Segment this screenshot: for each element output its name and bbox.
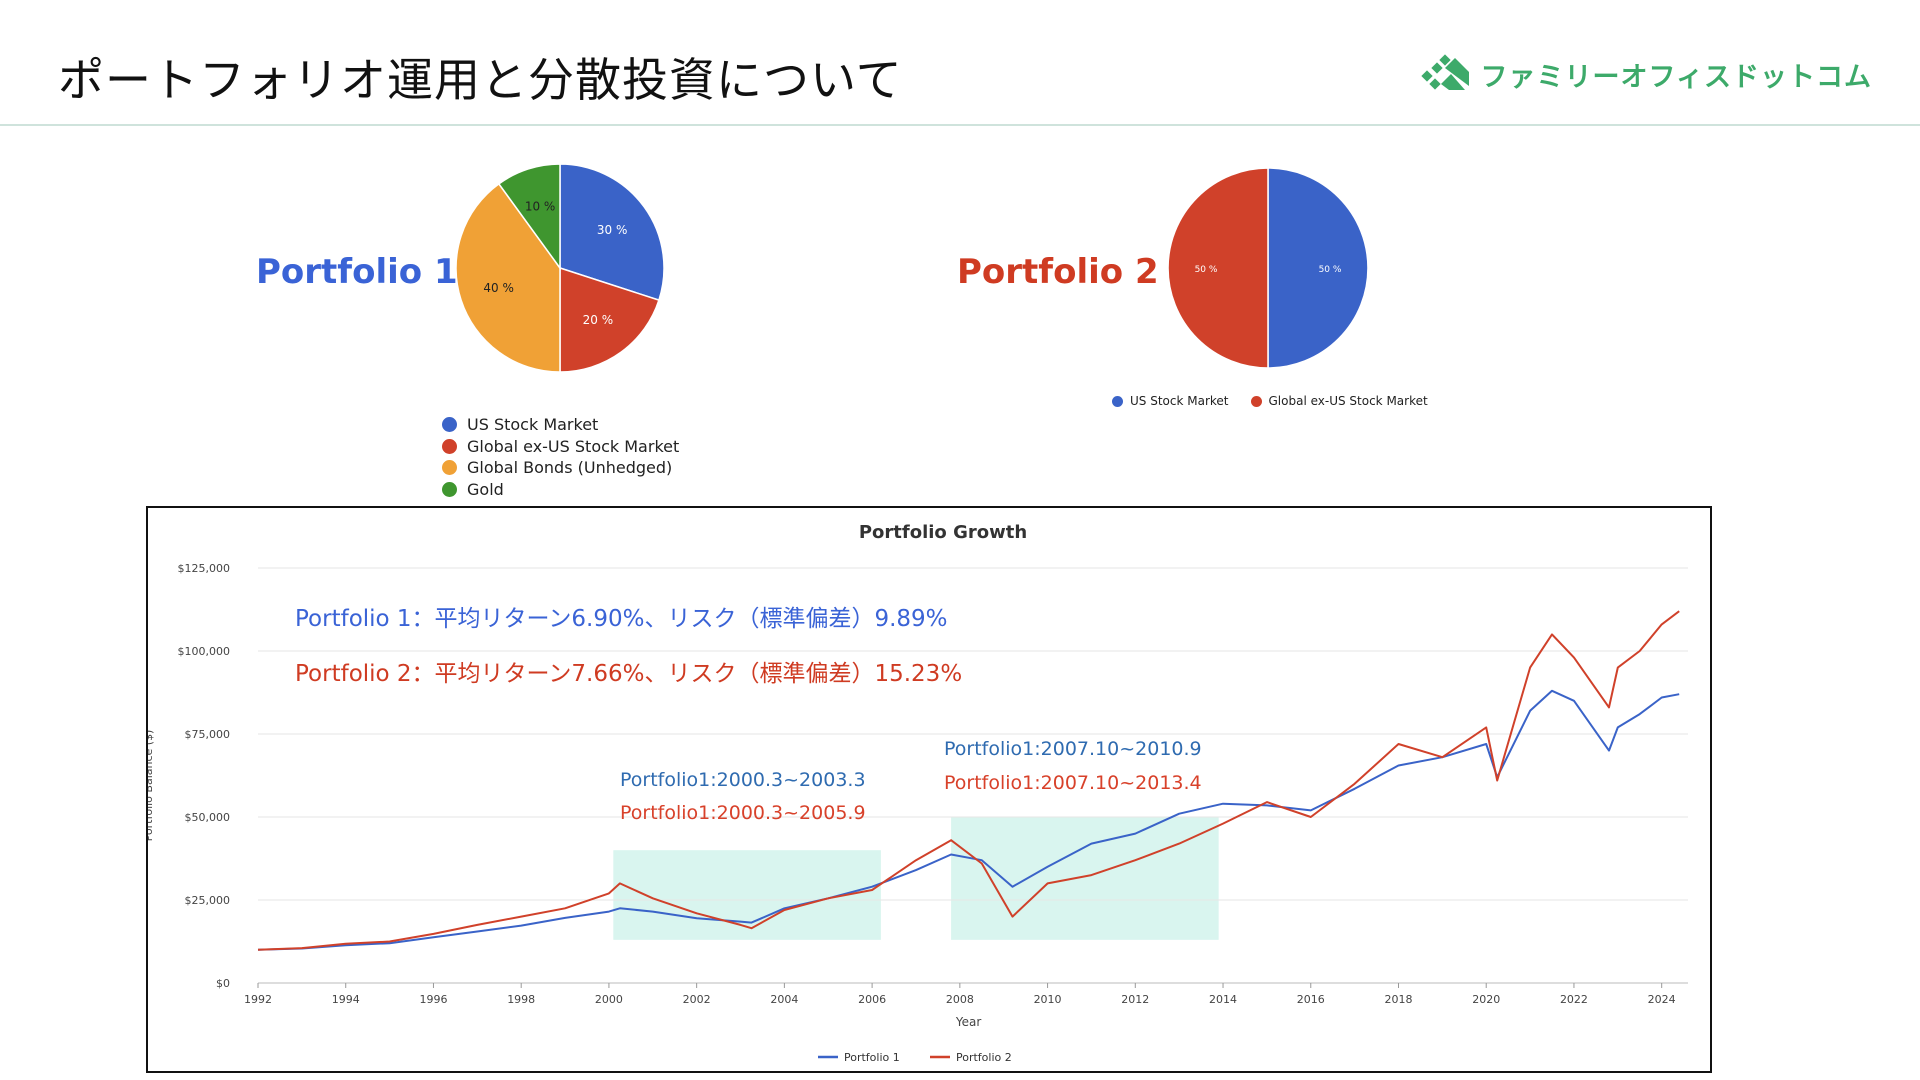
green-diamond-cluster-icon — [1420, 54, 1469, 90]
pie-slice-global-bonds-unhedged[interactable] — [455, 182, 561, 373]
portfolio-1-legend: US Stock Market Global ex-US Stock Marke… — [442, 414, 679, 500]
x-tick-label: 1996 — [419, 993, 447, 1006]
x-tick-label: 1998 — [507, 993, 535, 1006]
x-tick-label: 2022 — [1560, 993, 1588, 1006]
pie-slice-label: 10 % — [525, 200, 556, 214]
legend-item-us-stock[interactable]: US Stock Market — [442, 414, 679, 436]
legend-item-global-bonds[interactable]: Global Bonds (Unhedged) — [442, 457, 679, 479]
legend-marker — [442, 481, 457, 497]
x-tick-label: 2002 — [683, 993, 711, 1006]
pie-slice-us-stock-market[interactable] — [559, 163, 665, 302]
pie-slice-gold[interactable] — [497, 163, 561, 271]
y-tick-label: $75,000 — [185, 728, 231, 741]
legend-marker — [1112, 395, 1123, 407]
legend-marker — [442, 460, 457, 476]
x-tick-label: 2014 — [1209, 993, 1237, 1006]
page-title: ポートフォリオ運用と分散投資について — [58, 53, 903, 107]
x-tick-label: 2018 — [1384, 993, 1412, 1006]
highlight-period-1 — [613, 850, 881, 940]
period-2-p2-annotation: Portfolio1:2007.10~2013.4 — [944, 772, 1202, 794]
x-tick-label: 2008 — [946, 993, 974, 1006]
y-tick-label: $25,000 — [185, 894, 231, 907]
portfolio-1-summary-annotation: Portfolio 1：平均リターン6.90%、リスク（標準偏差）9.89% — [295, 606, 948, 632]
series-line-portfolio-2[interactable] — [257, 610, 1680, 951]
portfolio-1-label: Portfolio 1 — [256, 252, 458, 292]
legend-label: US Stock Market — [467, 415, 599, 434]
pie-slice-label: 30 % — [597, 223, 628, 237]
pie-slice-global-ex-us-stock-market[interactable] — [1167, 167, 1269, 369]
x-tick-label: 2004 — [770, 993, 798, 1006]
chart-title: Portfolio Growth — [859, 522, 1027, 543]
portfolio-2-summary-annotation: Portfolio 2：平均リターン7.66%、リスク（標準偏差）15.23% — [295, 661, 962, 687]
x-tick-label: 2006 — [858, 993, 886, 1006]
legend-label: US Stock Market — [1130, 394, 1229, 408]
pie-slice-global-ex-us-stock-market[interactable] — [559, 266, 660, 373]
portfolio-2-legend: US Stock Market Global ex-US Stock Marke… — [1112, 394, 1428, 408]
pie-slice-label: 50 % — [1319, 265, 1342, 275]
legend-label: Global ex-US Stock Market — [1268, 394, 1428, 408]
x-tick-label: 2016 — [1297, 993, 1325, 1006]
x-tick-label: 2020 — [1472, 993, 1500, 1006]
y-tick-label: $0 — [216, 977, 230, 990]
pie-slice-us-stock-market[interactable] — [1267, 167, 1369, 369]
portfolio-2-pie-chart: 50 % 50 % — [1167, 167, 1369, 369]
period-1-p2-annotation: Portfolio1:2000.3~2005.9 — [620, 802, 866, 824]
legend-label-portfolio-2[interactable]: Portfolio 2 — [956, 1051, 1012, 1064]
period-1-p1-annotation: Portfolio1:2000.3~2003.3 — [620, 769, 866, 791]
y-tick-label: $50,000 — [185, 811, 231, 824]
y-axis-label: Portfolio Balance ($) — [148, 730, 155, 842]
x-axis-label: Year — [955, 1015, 981, 1029]
legend-item-us-stock[interactable]: US Stock Market — [1112, 394, 1229, 408]
logo-text: ファミリーオフィスドットコム — [1480, 61, 1872, 93]
highlight-period-2 — [951, 817, 1219, 940]
x-tick-label: 2010 — [1034, 993, 1062, 1006]
legend-marker — [442, 438, 457, 454]
company-logo[interactable]: ファミリーオフィスドットコム — [1420, 54, 1872, 94]
legend-marker — [442, 417, 457, 433]
legend-item-gold[interactable]: Gold — [442, 479, 679, 501]
y-tick-label: $125,000 — [178, 562, 231, 575]
period-2-p1-annotation: Portfolio1:2007.10~2010.9 — [944, 738, 1202, 760]
pie-slice-label: 50 % — [1195, 265, 1218, 275]
x-tick-label: 2000 — [595, 993, 623, 1006]
legend-item-global-ex-us[interactable]: Global ex-US Stock Market — [1250, 394, 1428, 408]
legend-label-portfolio-1[interactable]: Portfolio 1 — [844, 1051, 900, 1064]
x-tick-label: 2012 — [1121, 993, 1149, 1006]
legend-label: Global Bonds (Unhedged) — [467, 458, 673, 477]
portfolio-1-pie-chart: 30 % 20 % 40 % 10 % — [455, 163, 665, 373]
legend-label: Global ex-US Stock Market — [467, 436, 680, 456]
pie-slice-label: 20 % — [583, 313, 614, 327]
portfolio-growth-chart: Portfolio Growth $0 $25,000 $50,000 $75,000 $… — [148, 522, 1688, 1064]
y-tick-label: $100,000 — [178, 645, 231, 658]
legend-marker — [1250, 395, 1262, 407]
x-tick-label: 1994 — [332, 993, 360, 1006]
x-tick-label: 2024 — [1648, 993, 1676, 1006]
pie-slice-label: 40 % — [483, 281, 514, 295]
portfolio-growth-chart-frame: Portfolio Growth $0 $25,000 $50,000 $75,000 $… — [146, 506, 1712, 1073]
portfolio-2-label: Portfolio 2 — [957, 252, 1159, 292]
x-tick-label: 1992 — [244, 993, 272, 1006]
legend-label: Gold — [467, 479, 504, 499]
series-line-portfolio-1[interactable] — [257, 689, 1680, 951]
header-divider — [0, 124, 1920, 126]
legend-item-global-ex-us[interactable]: Global ex-US Stock Market — [442, 436, 679, 458]
